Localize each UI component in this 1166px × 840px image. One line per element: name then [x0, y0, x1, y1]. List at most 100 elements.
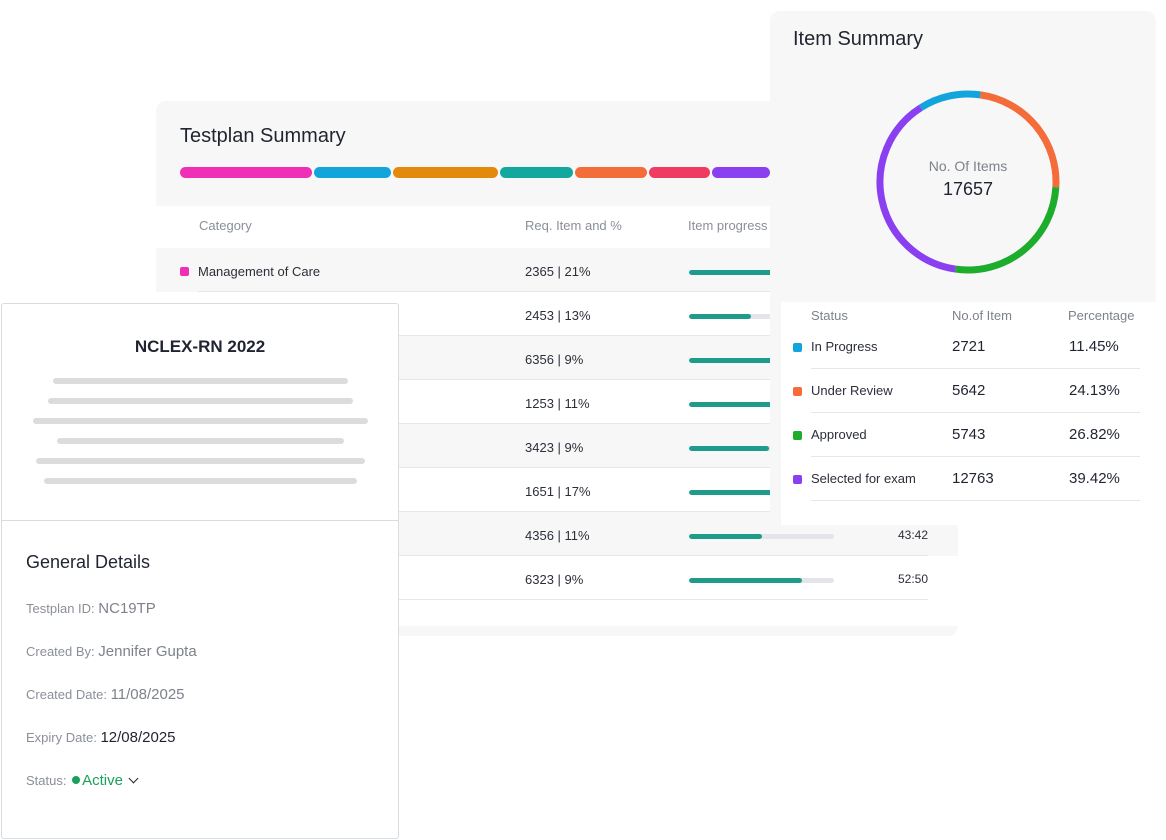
status-value[interactable]: Active [70, 772, 123, 789]
table-row[interactable]: 2453 | 13% [156, 292, 958, 336]
item-progress-fill [689, 446, 769, 451]
item-progress-fill [689, 314, 752, 319]
item-progress-bar [689, 534, 834, 539]
row-divider [811, 456, 1140, 457]
chevron-down-icon[interactable] [128, 773, 139, 784]
table-row[interactable]: 6323 | 9% 52:50 [156, 556, 958, 600]
testplan-category-bar [180, 167, 770, 178]
expiry-date-label: Expiry Date: [26, 730, 97, 745]
testplan-id-value: NC19TP [98, 600, 156, 617]
column-header-item-progress[interactable]: Item progress [688, 218, 768, 233]
general-details-title: General Details [26, 552, 151, 572]
time-value: 43:42 [897, 528, 928, 542]
status-name: In Progress [811, 339, 878, 354]
required-items: 2365 | 21% [525, 264, 591, 279]
category-bar-segment [575, 167, 647, 178]
item-progress-bar [689, 578, 834, 583]
item-progress-fill [689, 358, 774, 363]
item-count: 5642 [952, 382, 986, 399]
item-percentage: 39.42% [1069, 470, 1120, 487]
donut-segment[interactable] [979, 91, 1060, 188]
description-placeholder-line [44, 478, 357, 484]
required-items: 6323 | 9% [525, 572, 584, 587]
item-progress-fill [689, 578, 803, 583]
description-placeholder-line [33, 418, 368, 424]
item-count: 2721 [952, 338, 986, 355]
category-bar-segment [180, 167, 313, 178]
category-bar-segment [392, 167, 498, 178]
row-divider [811, 368, 1140, 369]
expiry-date-value[interactable]: 12/08/2025 [100, 729, 176, 746]
column-header-status: Status [811, 308, 848, 323]
status-color-swatch [793, 431, 802, 440]
created-by-row: Created By: Jennifer Gupta [26, 643, 197, 660]
item-percentage: 11.45% [1069, 338, 1119, 355]
item-progress-fill [689, 270, 779, 275]
created-date-label: Created Date: [26, 687, 107, 702]
table-row[interactable]: 1253 | 11% [156, 380, 958, 424]
row-divider [811, 500, 1140, 501]
item-progress-fill [689, 402, 774, 407]
item-progress-bar [689, 446, 834, 451]
time-value: 52:50 [897, 572, 928, 586]
category-bar-segment [648, 167, 711, 178]
item-summary-card: Item Summary No. Of Items 17657 Status N… [770, 11, 1156, 525]
row-divider [198, 291, 928, 292]
description-placeholder-line [36, 458, 365, 464]
item-percentage: 26.82% [1069, 426, 1120, 443]
required-items: 1651 | 17% [525, 484, 591, 499]
item-progress-bar [689, 402, 834, 407]
column-header-category[interactable]: Category [199, 218, 252, 233]
status-color-swatch [793, 343, 802, 352]
donut-segment[interactable] [954, 187, 1060, 274]
required-items: 1253 | 11% [525, 396, 590, 411]
item-progress-fill [689, 534, 762, 539]
column-header-count: No.of Item [952, 308, 1012, 323]
row-divider [198, 599, 928, 600]
status-name: Under Review [811, 383, 893, 398]
created-date-row: Created Date: 11/08/2025 [26, 686, 185, 703]
table-row[interactable]: Selected for exam 12763 39.42% [781, 457, 1156, 501]
column-header-percentage: Percentage [1068, 308, 1135, 323]
item-count: 5743 [952, 426, 986, 443]
item-summary-table: Status No.of Item Percentage In Progress… [781, 302, 1156, 525]
created-date-value: 11/08/2025 [110, 686, 185, 703]
testplan-id-row: Testplan ID: NC19TP [26, 600, 156, 617]
donut-center-label: No. Of Items [928, 158, 1008, 174]
donut-segment[interactable] [918, 90, 981, 111]
row-divider [198, 467, 928, 468]
category-name: Management of Care [198, 264, 321, 279]
row-divider [198, 335, 928, 336]
required-items: 4356 | 11% [525, 528, 590, 543]
row-divider [198, 379, 928, 380]
item-progress-bar [689, 314, 834, 319]
testplan-id-label: Testplan ID: [26, 601, 95, 616]
table-row[interactable]: In Progress 2721 11.45% [781, 325, 1156, 369]
required-items: 2453 | 13% [525, 308, 591, 323]
required-items: 6356 | 9% [525, 352, 584, 367]
table-row[interactable]: Approved 5743 26.82% [781, 413, 1156, 457]
general-details-card: NCLEX-RN 2022 General Details Testplan I… [1, 303, 399, 839]
expiry-date-row: Expiry Date: 12/08/2025 [26, 729, 176, 746]
exam-name: NCLEX-RN 2022 [134, 337, 266, 356]
item-progress-bar [689, 490, 834, 495]
donut-center-total: 17657 [942, 179, 994, 199]
table-row[interactable]: Under Review 5642 24.13% [781, 369, 1156, 413]
item-percentage: 24.13% [1069, 382, 1120, 399]
status-dropdown[interactable]: Active [70, 772, 139, 789]
status-row: Status: Active [26, 772, 139, 789]
donut-segment[interactable] [876, 104, 956, 273]
description-placeholder-line [53, 378, 348, 384]
category-bar-segment [712, 167, 770, 178]
row-divider [198, 555, 928, 556]
row-divider [198, 511, 928, 512]
status-color-swatch [793, 387, 802, 396]
status-name: Selected for exam [811, 471, 916, 486]
row-divider [811, 412, 1140, 413]
category-bar-segment [314, 167, 391, 178]
status-color-swatch [793, 475, 802, 484]
created-by-label: Created By: [26, 644, 95, 659]
divider [2, 520, 398, 521]
item-progress-bar [689, 358, 834, 363]
column-header-req-items[interactable]: Req. Item and % [525, 218, 622, 233]
